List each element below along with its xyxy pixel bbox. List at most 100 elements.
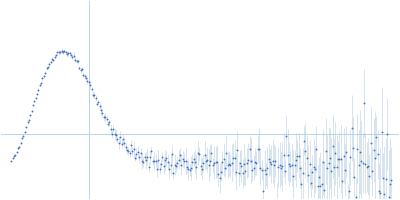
Point — [35, 88, 42, 91]
Point — [340, 154, 347, 157]
Point — [116, 141, 122, 144]
Point — [252, 161, 258, 164]
Point — [354, 147, 360, 151]
Point — [203, 160, 209, 163]
Point — [305, 173, 311, 177]
Point — [254, 147, 261, 150]
Point — [14, 150, 20, 153]
Point — [34, 92, 40, 96]
Point — [353, 195, 359, 199]
Point — [256, 148, 262, 151]
Point — [82, 75, 88, 78]
Point — [69, 55, 76, 58]
Point — [99, 111, 106, 115]
Point — [147, 156, 153, 159]
Point — [128, 143, 134, 146]
Point — [215, 173, 222, 176]
Point — [387, 183, 393, 186]
Point — [105, 123, 111, 126]
Point — [162, 159, 168, 162]
Point — [287, 165, 294, 168]
Point — [314, 184, 321, 188]
Point — [124, 149, 130, 152]
Point — [66, 52, 73, 55]
Point — [117, 136, 123, 139]
Point — [320, 160, 326, 163]
Point — [84, 79, 91, 82]
Point — [317, 184, 324, 187]
Point — [298, 182, 304, 185]
Point — [238, 165, 244, 168]
Point — [279, 165, 286, 168]
Point — [193, 165, 200, 169]
Point — [324, 166, 330, 169]
Point — [130, 148, 137, 151]
Point — [137, 152, 144, 155]
Point — [230, 156, 236, 159]
Point — [76, 67, 82, 70]
Point — [152, 159, 159, 162]
Point — [146, 165, 152, 168]
Point — [173, 164, 179, 168]
Point — [330, 144, 336, 148]
Point — [321, 188, 328, 191]
Point — [316, 176, 322, 179]
Point — [241, 163, 247, 166]
Point — [334, 166, 340, 169]
Point — [125, 149, 132, 152]
Point — [142, 155, 148, 159]
Point — [156, 167, 163, 170]
Point — [343, 150, 350, 154]
Point — [144, 155, 150, 159]
Point — [78, 69, 84, 72]
Point — [202, 154, 208, 157]
Point — [297, 166, 303, 169]
Point — [48, 60, 54, 64]
Point — [20, 134, 27, 137]
Point — [214, 160, 220, 163]
Point — [68, 53, 74, 57]
Point — [263, 173, 269, 176]
Point — [212, 160, 219, 163]
Point — [231, 156, 238, 160]
Point — [184, 165, 190, 168]
Point — [177, 154, 183, 157]
Point — [348, 126, 355, 130]
Point — [312, 168, 318, 171]
Point — [90, 93, 96, 96]
Point — [204, 158, 210, 162]
Point — [122, 145, 129, 149]
Point — [233, 170, 239, 173]
Point — [52, 56, 58, 59]
Point — [60, 50, 66, 54]
Point — [229, 161, 235, 164]
Point — [79, 67, 85, 71]
Point — [23, 126, 29, 129]
Point — [188, 166, 194, 170]
Point — [261, 168, 268, 171]
Point — [22, 130, 28, 133]
Point — [166, 168, 172, 171]
Point — [365, 165, 371, 168]
Point — [310, 166, 317, 169]
Point — [260, 190, 266, 193]
Point — [73, 59, 80, 63]
Point — [362, 162, 368, 165]
Point — [323, 150, 329, 153]
Point — [296, 154, 302, 157]
Point — [180, 158, 186, 161]
Point — [272, 160, 279, 163]
Point — [302, 149, 309, 152]
Point — [339, 180, 346, 183]
Point — [95, 100, 102, 103]
Point — [94, 102, 100, 106]
Point — [75, 60, 81, 63]
Point — [237, 161, 243, 165]
Point — [338, 158, 344, 161]
Point — [32, 96, 39, 99]
Point — [132, 156, 138, 159]
Point — [169, 152, 175, 155]
Point — [259, 168, 265, 171]
Point — [236, 172, 242, 175]
Point — [234, 149, 240, 152]
